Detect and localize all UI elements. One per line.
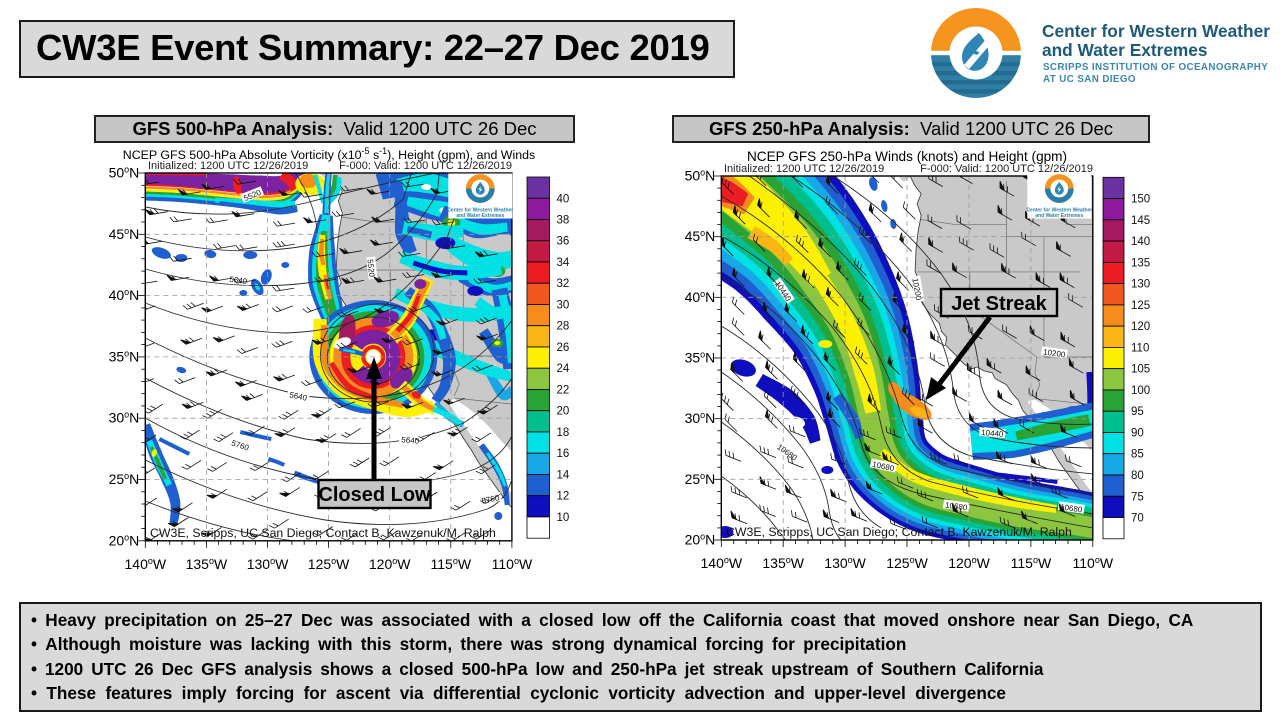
svg-text:25oN: 25oN <box>109 471 140 487</box>
svg-text:110oW: 110oW <box>1073 555 1114 571</box>
svg-text:100: 100 <box>1131 385 1150 397</box>
svg-text:and Water Extremes: and Water Extremes <box>456 213 504 219</box>
svg-text:Closed Low: Closed Low <box>318 484 431 506</box>
svg-text:10200: 10200 <box>910 277 923 301</box>
svg-text:Jet Streak: Jet Streak <box>951 293 1047 315</box>
svg-text:110: 110 <box>1131 342 1149 354</box>
svg-text:10440: 10440 <box>981 428 1004 439</box>
svg-text:140oW: 140oW <box>701 555 743 571</box>
svg-text:150: 150 <box>1131 194 1150 206</box>
svg-text:30oN: 30oN <box>685 410 716 426</box>
svg-text:135: 135 <box>1131 257 1150 269</box>
svg-text:30: 30 <box>557 299 570 311</box>
svg-text:145: 145 <box>1131 215 1150 227</box>
svg-text:125: 125 <box>1131 300 1150 312</box>
svg-text:35oN: 35oN <box>109 348 140 364</box>
svg-text:120oW: 120oW <box>369 556 411 572</box>
svg-text:120oW: 120oW <box>948 555 990 571</box>
svg-text:20oN: 20oN <box>685 532 716 548</box>
svg-text:90: 90 <box>1131 427 1144 439</box>
svg-text:20: 20 <box>557 406 570 418</box>
svg-text:10: 10 <box>557 512 570 524</box>
svg-text:45oN: 45oN <box>685 228 716 244</box>
svg-text:140oW: 140oW <box>125 556 167 572</box>
svg-text:125oW: 125oW <box>886 555 928 571</box>
svg-text:NCEP GFS 250-hPa Winds (knots): NCEP GFS 250-hPa Winds (knots) and Heigh… <box>747 149 1067 164</box>
svg-text:F-000: Valid: 1200 UTC 12/26/2: F-000: Valid: 1200 UTC 12/26/2019 <box>920 163 1093 175</box>
svg-text:110oW: 110oW <box>492 556 533 572</box>
svg-text:130oW: 130oW <box>824 555 866 571</box>
svg-text:and Water Extremes: and Water Extremes <box>1035 213 1083 219</box>
svg-text:Center for Western Weather: Center for Western Weather <box>1026 208 1092 214</box>
svg-text:36: 36 <box>557 236 570 248</box>
svg-text:16: 16 <box>557 448 570 460</box>
svg-text:CW3E, Scripps, UC San Diego; C: CW3E, Scripps, UC San Diego; Contact B. … <box>150 526 496 540</box>
svg-text:45oN: 45oN <box>109 226 140 242</box>
svg-text:NCEP GFS 500-hPa Absolute Vort: NCEP GFS 500-hPa Absolute Vorticity (x10… <box>123 146 535 162</box>
svg-text:30oN: 30oN <box>109 410 140 426</box>
svg-text:26: 26 <box>557 342 570 354</box>
svg-text:10680: 10680 <box>1060 502 1084 514</box>
svg-text:35oN: 35oN <box>685 350 716 366</box>
svg-text:18: 18 <box>557 427 570 439</box>
svg-text:14: 14 <box>557 469 570 481</box>
svg-text:F-000: Valid: 1200 UTC 12/26/2: F-000: Valid: 1200 UTC 12/26/2019 <box>339 160 512 172</box>
svg-text:25oN: 25oN <box>685 471 716 487</box>
svg-text:40: 40 <box>557 193 570 205</box>
svg-text:5760: 5760 <box>481 493 501 506</box>
svg-text:135oW: 135oW <box>762 555 804 571</box>
svg-text:12: 12 <box>557 491 570 503</box>
svg-text:135oW: 135oW <box>186 556 228 572</box>
svg-text:85: 85 <box>1131 449 1144 461</box>
svg-text:95: 95 <box>1131 406 1144 418</box>
svg-text:75: 75 <box>1131 491 1144 503</box>
svg-text:120: 120 <box>1131 321 1150 333</box>
svg-text:28: 28 <box>557 321 570 333</box>
svg-text:115oW: 115oW <box>1011 555 1052 571</box>
svg-text:5760: 5760 <box>230 438 250 452</box>
svg-text:140: 140 <box>1131 236 1150 248</box>
svg-text:5640: 5640 <box>289 390 309 403</box>
svg-text:80: 80 <box>1131 470 1144 482</box>
svg-text:40oN: 40oN <box>109 287 140 303</box>
svg-text:70: 70 <box>1131 513 1144 525</box>
svg-text:115oW: 115oW <box>431 556 472 572</box>
svg-text:130oW: 130oW <box>247 556 289 572</box>
svg-text:34: 34 <box>557 257 570 269</box>
svg-text:38: 38 <box>557 214 570 226</box>
svg-text:22: 22 <box>557 384 570 396</box>
svg-text:5520: 5520 <box>365 259 376 278</box>
svg-text:50oN: 50oN <box>685 168 716 184</box>
svg-text:32: 32 <box>557 278 570 290</box>
svg-text:24: 24 <box>557 363 570 375</box>
svg-text:40oN: 40oN <box>685 289 716 305</box>
svg-text:10200: 10200 <box>1043 347 1067 359</box>
svg-text:Center for Western Weather: Center for Western Weather <box>447 208 513 214</box>
svg-text:CW3E, Scripps, UC San Diego; C: CW3E, Scripps, UC San Diego; Contact B. … <box>726 525 1072 539</box>
svg-text:105: 105 <box>1131 364 1150 376</box>
svg-text:50oN: 50oN <box>109 165 140 181</box>
svg-text:125oW: 125oW <box>308 556 350 572</box>
svg-text:130: 130 <box>1131 279 1150 291</box>
svg-text:5640: 5640 <box>229 275 248 286</box>
svg-text:Initialized: 1200 UTC 12/26/20: Initialized: 1200 UTC 12/26/2019 <box>724 163 884 175</box>
svg-text:20oN: 20oN <box>109 532 140 548</box>
svg-text:Initialized: 1200 UTC 12/26/20: Initialized: 1200 UTC 12/26/2019 <box>148 160 308 172</box>
svg-text:5640: 5640 <box>401 435 420 446</box>
